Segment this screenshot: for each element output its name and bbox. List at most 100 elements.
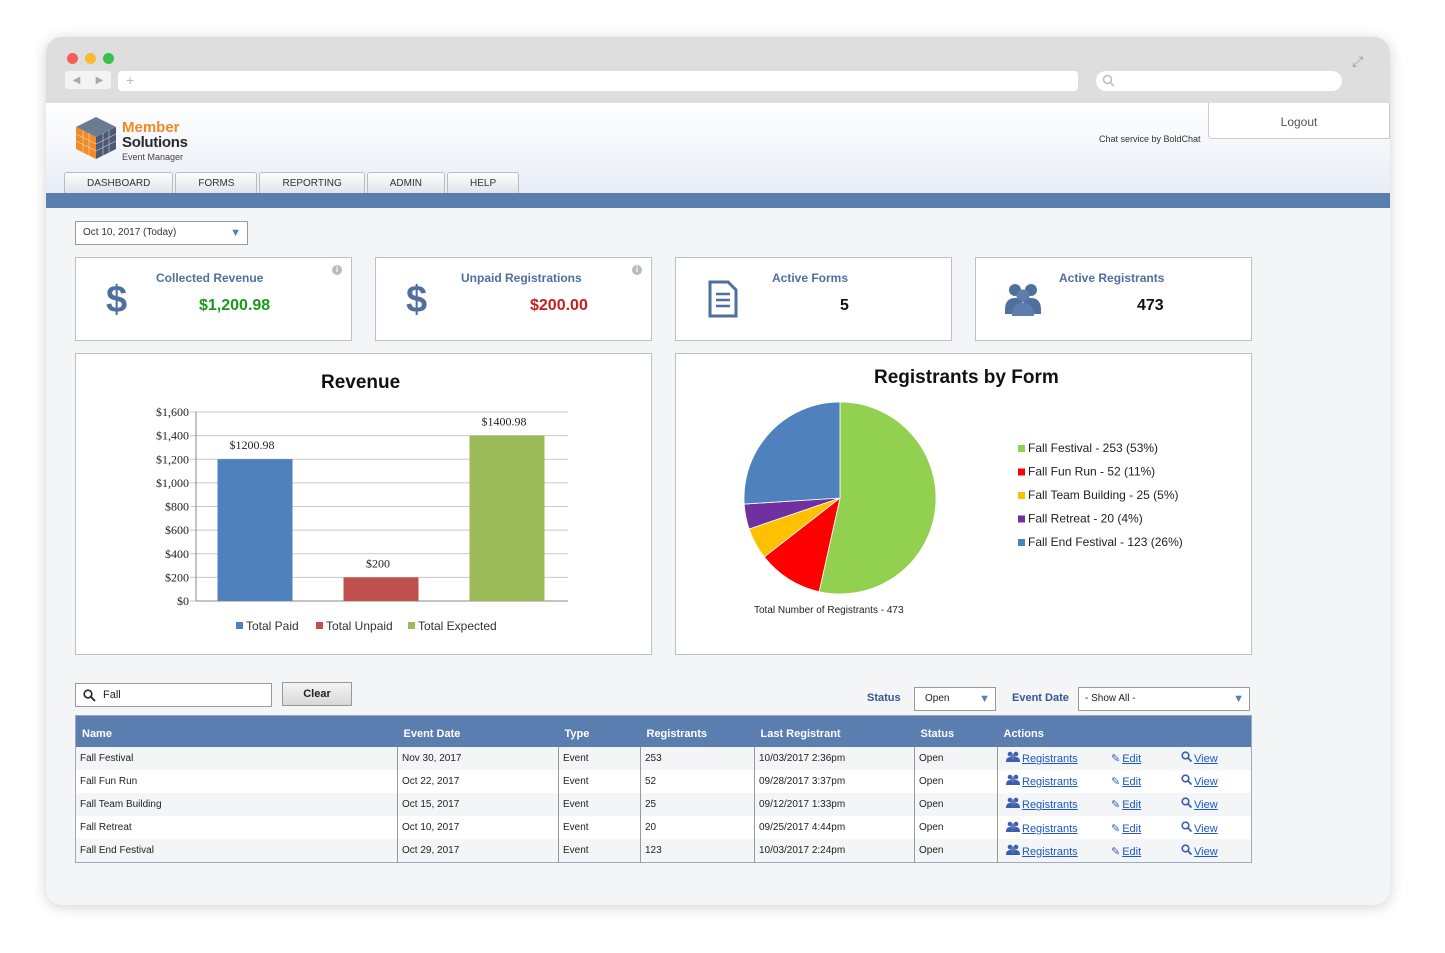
y-tick-label: $1,600 (156, 405, 189, 419)
registrants-label: Registrants (1022, 845, 1078, 858)
card-title: Active Registrants (1059, 271, 1165, 285)
tab-help[interactable]: HELP (446, 172, 520, 194)
y-tick-label: $1,400 (156, 429, 189, 443)
cell-actions: Registrants ✎ Edit View (997, 839, 1252, 863)
chat-service-link[interactable]: Chat service by BoldChat (1099, 134, 1201, 144)
new-tab-icon[interactable]: + (126, 72, 135, 88)
logout-button[interactable]: Logout (1208, 103, 1390, 139)
card-value: 5 (840, 297, 849, 314)
event-date-filter-label: Event Date (1012, 692, 1069, 704)
browser-chrome: ◀ ▶ + ⤢ (46, 37, 1390, 103)
card-value: 473 (1137, 297, 1164, 314)
event-date-select[interactable]: - Show All - ▼ (1078, 687, 1250, 711)
document-icon (708, 280, 738, 318)
legend-swatch (1018, 492, 1025, 499)
chevron-down-icon: ▼ (1233, 693, 1244, 705)
view-link[interactable]: View (1181, 821, 1218, 835)
edit-label: Edit (1122, 753, 1142, 766)
registrants-link[interactable]: Registrants (1006, 751, 1111, 765)
cell-actions: Registrants ✎ Edit View (997, 769, 1252, 793)
browser-window: ◀ ▶ + ⤢ Member Solutions Event Manager Ch… (46, 37, 1390, 905)
column-header-registrants[interactable]: Registrants (640, 715, 755, 747)
column-header-event-date[interactable]: Event Date (397, 715, 559, 747)
registrants-link[interactable]: Registrants (1006, 797, 1111, 811)
view-link[interactable]: View (1181, 843, 1218, 858)
cell-status: Open (914, 839, 998, 863)
search-input[interactable]: Fall (75, 683, 272, 707)
pie-total-label: Total Number of Registrants - 473 (754, 605, 904, 616)
edit-label: Edit (1122, 822, 1142, 835)
clear-button[interactable]: Clear (282, 682, 352, 706)
date-select[interactable]: Oct 10, 2017 (Today) ▼ (75, 221, 248, 245)
registrants-link[interactable]: Registrants (1006, 774, 1111, 788)
registrants-label: Registrants (1022, 776, 1078, 789)
close-window-icon[interactable] (67, 53, 78, 64)
table-row: Fall Retreat Oct 10, 2017 Event 20 09/25/201… (75, 816, 1252, 840)
info-icon[interactable]: i (632, 265, 642, 275)
unpaid-registrations-card: $ Unpaid Registrations $200.00 i (375, 257, 652, 341)
maximize-window-icon[interactable] (103, 53, 114, 64)
browser-search-bar[interactable] (1096, 71, 1342, 91)
tab-admin[interactable]: ADMIN (366, 172, 445, 194)
registrants-link[interactable]: Registrants (1006, 844, 1111, 858)
date-select-value: Oct 10, 2017 (Today) (83, 227, 177, 238)
status-select[interactable]: Open ▼ (914, 687, 996, 711)
address-bar[interactable]: + (118, 71, 1078, 91)
bar-total-expected (469, 435, 545, 601)
revenue-chart-title: Revenue (321, 372, 401, 393)
table-row: Fall End Festival Oct 29, 2017 Event 123 10/… (75, 839, 1252, 863)
search-icon (1102, 74, 1115, 87)
column-header-name[interactable]: Name (75, 715, 398, 747)
revenue-chart-panel: Revenue $0 $200 $400 $600 $800 $1,000 $1,200 $1… (75, 353, 652, 655)
registrants-label: Registrants (1022, 799, 1078, 812)
users-icon (1006, 844, 1020, 858)
cell-date: Oct 10, 2017 (397, 816, 559, 840)
collected-revenue-card: $ Collected Revenue $1,200.98 i (75, 257, 352, 341)
edit-link[interactable]: ✎ Edit (1111, 775, 1181, 788)
view-link[interactable]: View (1181, 751, 1218, 765)
tab-forms[interactable]: FORMS (175, 172, 258, 194)
cell-type: Event (558, 792, 641, 817)
view-link[interactable]: View (1181, 797, 1218, 811)
minimize-window-icon[interactable] (85, 53, 96, 64)
column-header-status[interactable]: Status (914, 715, 998, 747)
cell-type: Event (558, 839, 641, 863)
column-header-type[interactable]: Type (558, 715, 641, 747)
back-arrow-icon[interactable]: ◀ (72, 74, 81, 86)
view-link[interactable]: View (1181, 774, 1218, 788)
y-tick-label: $0 (177, 594, 189, 608)
cell-status: Open (914, 746, 998, 770)
tab-dashboard[interactable]: DASHBOARD (64, 172, 174, 194)
legend-swatch (1018, 539, 1025, 546)
column-header-last-registrant[interactable]: Last Registrant (754, 715, 915, 747)
tab-reporting[interactable]: REPORTING (259, 172, 365, 194)
bar-data-label: $1400.98 (482, 415, 527, 429)
edit-link[interactable]: ✎ Edit (1111, 845, 1181, 858)
app-header: Member Solutions Event Manager Chat serv… (46, 103, 1390, 194)
legend-swatch (408, 622, 415, 629)
pencil-icon: ✎ (1111, 822, 1121, 835)
registrants-link[interactable]: Registrants (1006, 821, 1111, 835)
legend-label: Fall Fun Run - 52 (11%) (1028, 465, 1155, 479)
edit-link[interactable]: ✎ Edit (1111, 798, 1181, 811)
legend-swatch (1018, 515, 1025, 523)
cell-actions: Registrants ✎ Edit View (997, 792, 1252, 817)
magnifier-icon (1181, 797, 1193, 811)
brand-name-line1: Member (122, 119, 180, 136)
history-nav: ◀ ▶ (65, 71, 111, 89)
main-nav: DASHBOARD FORMS REPORTING ADMIN HELP (64, 172, 521, 194)
magnifier-icon (1181, 774, 1193, 788)
edit-link[interactable]: ✎ Edit (1111, 822, 1181, 835)
table-header-row: Name Event Date Type Registrants Last Re… (75, 715, 1252, 747)
cell-registrants: 52 (640, 769, 755, 793)
view-label: View (1194, 822, 1218, 835)
legend-swatch (1018, 445, 1025, 452)
forward-arrow-icon[interactable]: ▶ (95, 74, 104, 86)
fullscreen-icon[interactable]: ⤢ (1352, 53, 1364, 69)
pencil-icon: ✎ (1111, 753, 1121, 766)
legend-label: Fall Team Building - 25 (5%) (1028, 488, 1179, 502)
chevron-down-icon: ▼ (979, 693, 990, 705)
info-icon[interactable]: i (332, 265, 342, 275)
edit-link[interactable]: ✎ Edit (1111, 752, 1181, 765)
cell-last: 09/12/2017 1:33pm (754, 792, 915, 817)
